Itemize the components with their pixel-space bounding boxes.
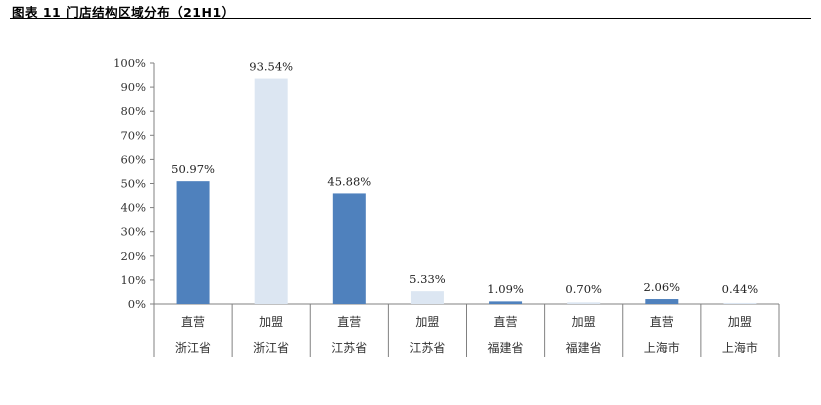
y-tick-label: 10%: [120, 273, 146, 287]
bar: [332, 193, 366, 304]
x-category-region-label: 浙江省: [253, 341, 289, 355]
y-tick-label: 50%: [120, 177, 146, 191]
data-label: 1.09%: [487, 282, 524, 296]
data-label: 93.54%: [249, 60, 293, 74]
x-category-region-label: 福建省: [488, 340, 524, 355]
y-tick-label: 60%: [120, 152, 146, 166]
x-category-label: 加盟: [572, 315, 596, 329]
data-label: 0.44%: [722, 282, 759, 296]
y-tick-label: 70%: [120, 128, 146, 142]
bar: [176, 181, 210, 304]
y-tick-label: 100%: [113, 56, 146, 70]
x-category-label: 加盟: [415, 315, 439, 329]
x-category-region-label: 江苏省: [409, 341, 445, 355]
x-category-label: 直营: [337, 315, 361, 329]
data-label: 0.70%: [565, 282, 602, 296]
x-category-region-label: 福建省: [566, 340, 602, 355]
bar: [723, 302, 757, 304]
x-category-label: 加盟: [728, 315, 752, 329]
x-category-region-label: 江苏省: [331, 341, 367, 355]
data-label: 5.33%: [409, 272, 446, 286]
y-tick-label: 40%: [120, 201, 146, 215]
title-divider: [10, 18, 811, 19]
x-category-label: 加盟: [259, 315, 283, 329]
bar: [254, 78, 288, 304]
y-tick-label: 90%: [120, 80, 146, 94]
bar: [489, 301, 523, 304]
y-tick-label: 80%: [120, 104, 146, 118]
data-label: 45.88%: [327, 174, 371, 188]
x-category-label: 直营: [181, 315, 205, 329]
x-category-label: 直营: [494, 315, 518, 329]
y-tick-label: 0%: [128, 297, 146, 311]
bar: [645, 299, 679, 304]
y-tick-label: 30%: [120, 225, 146, 239]
bar: [410, 291, 444, 304]
data-label: 50.97%: [171, 162, 215, 176]
y-tick-label: 20%: [120, 249, 146, 263]
x-category-region-label: 上海市: [722, 340, 758, 355]
x-category-region-label: 上海市: [644, 340, 680, 355]
figure-title: 图表 11 门店结构区域分布（21H1）: [12, 5, 235, 20]
bar: [567, 302, 601, 304]
data-label: 2.06%: [644, 280, 681, 294]
x-category-region-label: 浙江省: [175, 341, 211, 355]
x-category-label: 直营: [650, 315, 674, 329]
